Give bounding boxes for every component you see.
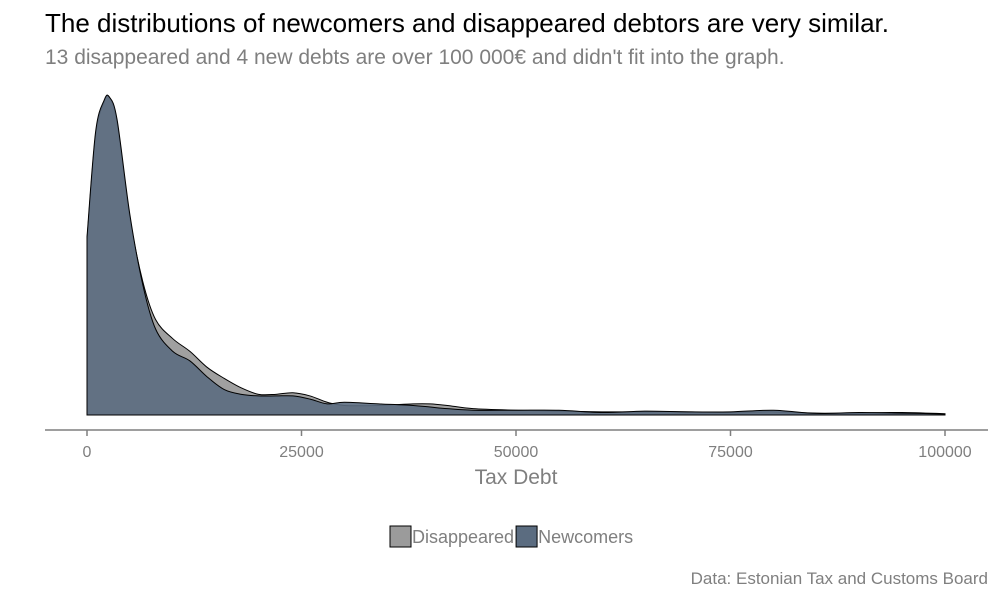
legend: Disappeared Newcomers (389, 525, 633, 548)
x-tick-label-100000: 100000 (918, 444, 971, 461)
x-tick-label-0: 0 (83, 444, 92, 461)
legend-key-disappeared (389, 525, 412, 548)
x-tick-label-75000: 75000 (708, 444, 753, 461)
legend-label-disappeared: Disappeared (412, 527, 514, 547)
legend-key-newcomers (515, 525, 538, 548)
x-axis-ticks: 0 25000 50000 75000 100000 (83, 430, 972, 461)
chart-title: The distributions of newcomers and disap… (45, 8, 889, 38)
legend-label-newcomers: Newcomers (538, 527, 633, 547)
density-areas (86, 94, 946, 416)
chart-subtitle: 13 disappeared and 4 new debts are over … (45, 46, 785, 69)
density-area-disappeared (86, 94, 946, 416)
data-source-caption: Data: Estonian Tax and Customs Board (690, 569, 988, 588)
density-area-newcomers (86, 94, 946, 416)
x-tick-label-50000: 50000 (494, 444, 539, 461)
x-tick-label-25000: 25000 (279, 444, 324, 461)
x-axis-title: Tax Debt (475, 466, 558, 489)
